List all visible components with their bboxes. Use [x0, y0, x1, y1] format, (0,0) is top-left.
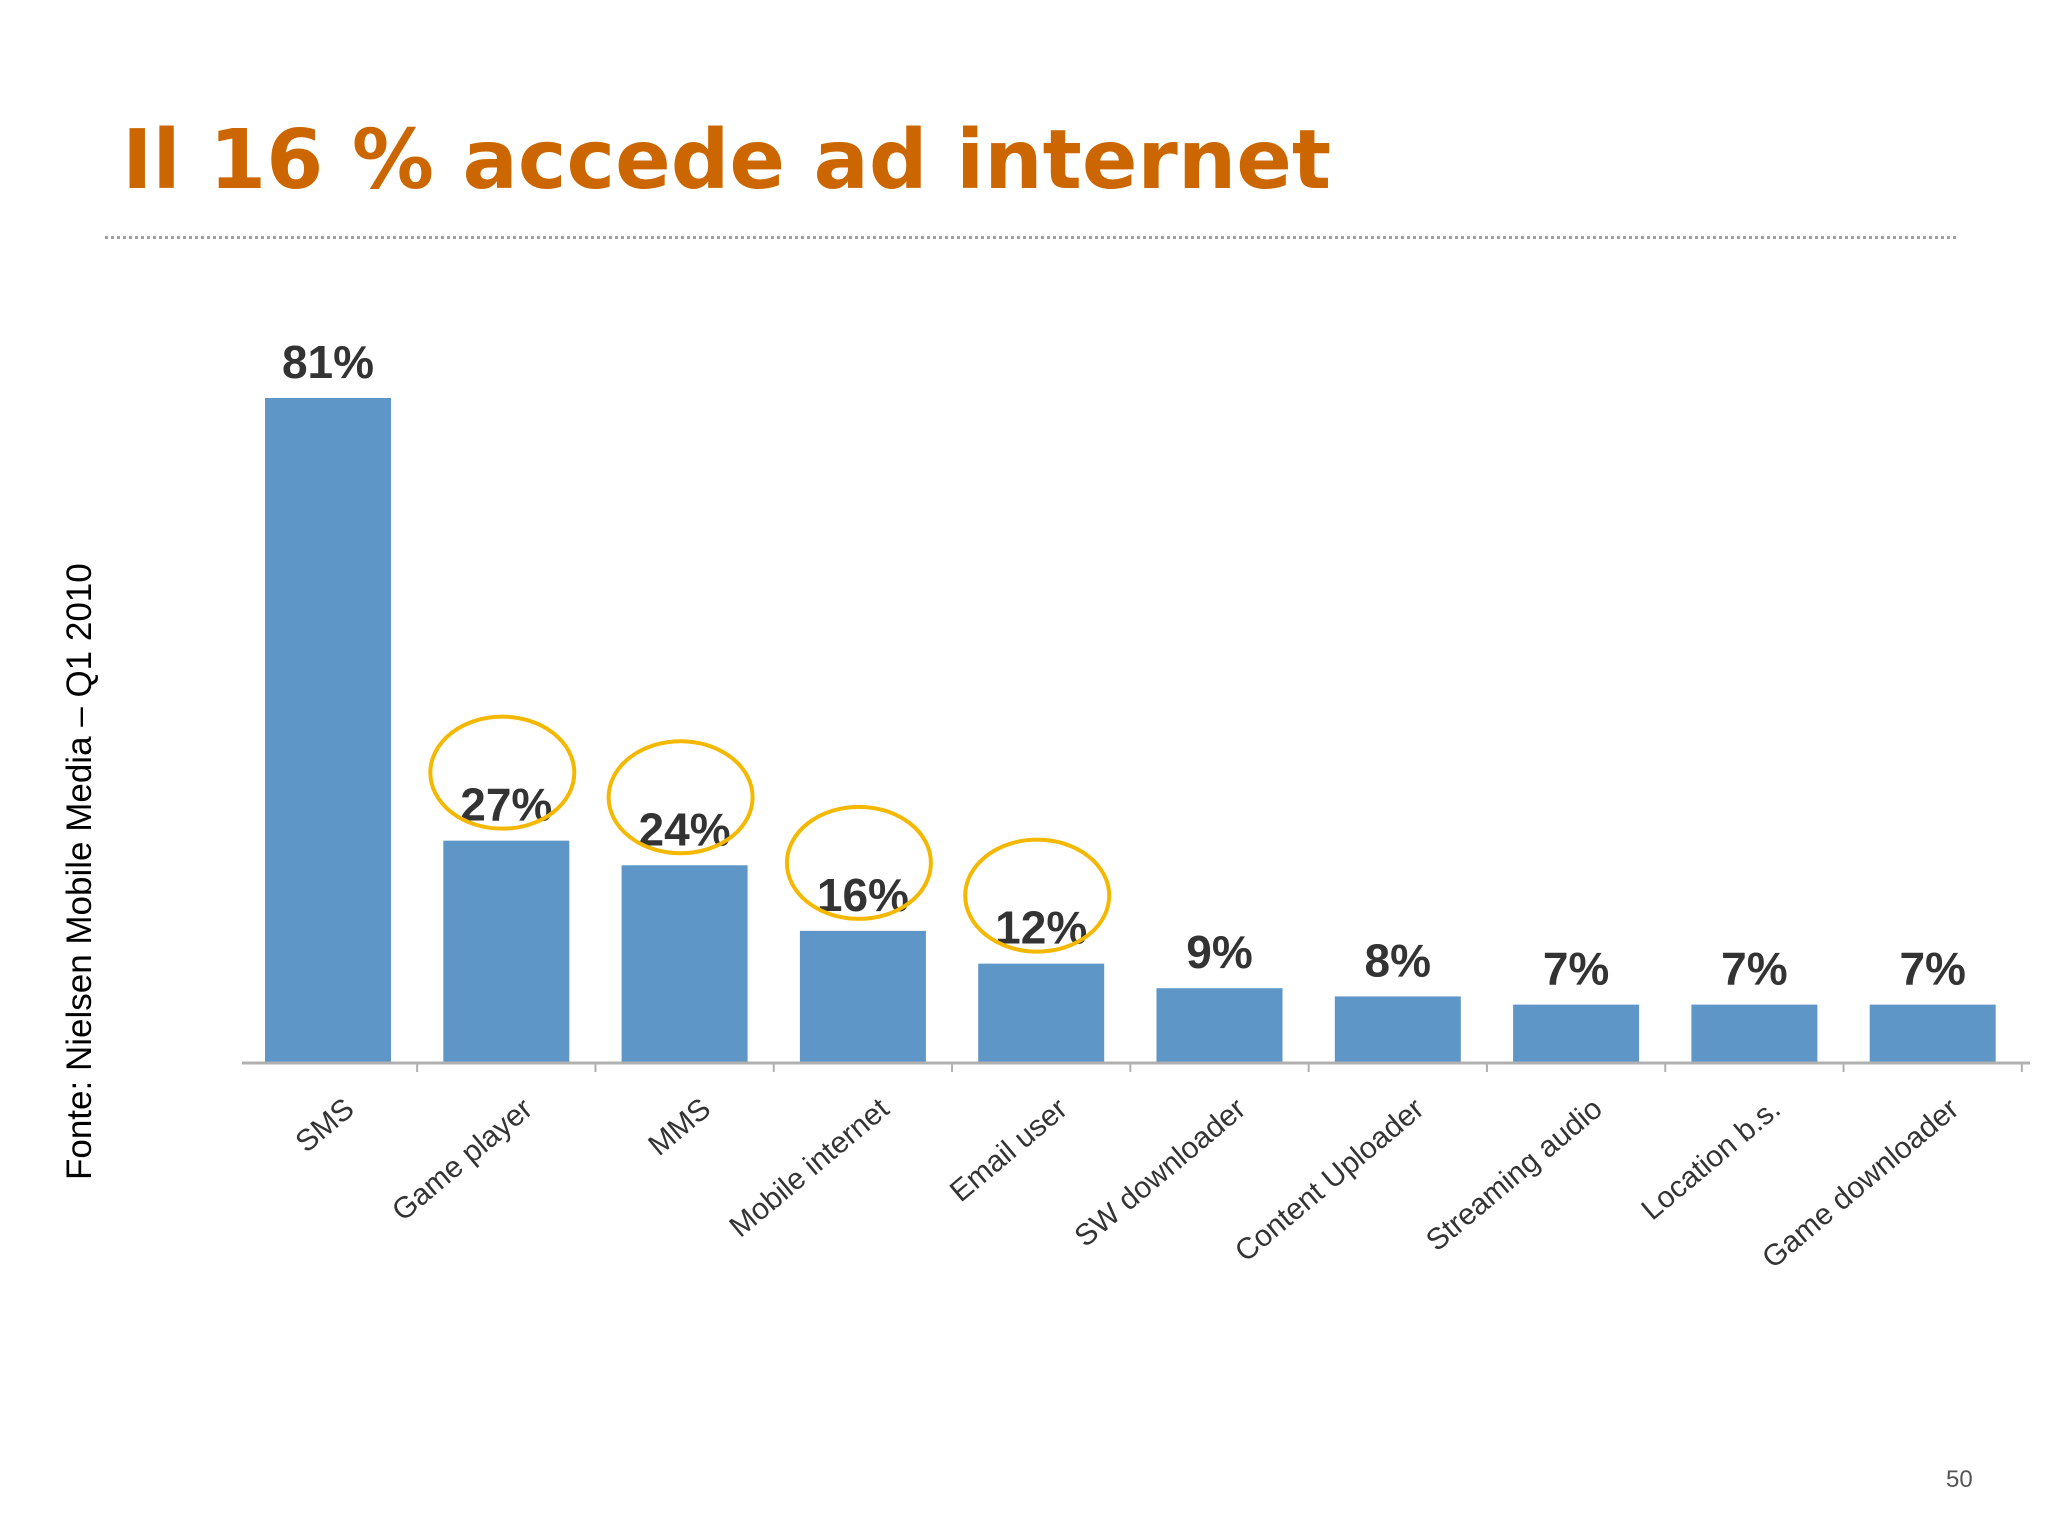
value-label: 7% — [1899, 943, 1965, 995]
value-label: 7% — [1721, 943, 1787, 995]
highlight-circle — [428, 714, 577, 831]
category-label: Email user — [944, 1092, 1074, 1208]
bars-layer — [265, 398, 1996, 1062]
category-label: Game player — [386, 1092, 539, 1228]
bar-content-uploader — [1334, 996, 1461, 1062]
bar-location-b-s — [1691, 1004, 1818, 1062]
category-label: Game downloader — [1756, 1092, 1965, 1275]
title-divider — [105, 236, 1956, 239]
bar-sw-downloader — [1156, 988, 1283, 1062]
highlight-circle — [784, 804, 933, 921]
bar-sms — [265, 398, 391, 1062]
bar-mms — [621, 865, 748, 1062]
category-label: SMS — [289, 1092, 360, 1159]
value-label: 8% — [1365, 934, 1431, 986]
bar-mobile-internet — [799, 930, 926, 1062]
highlight-circle — [606, 739, 755, 856]
bar-email-user — [978, 963, 1105, 1062]
category-label: SW downloader — [1069, 1092, 1252, 1253]
highlight-circle — [963, 837, 1112, 954]
category-label: Content Uploader — [1229, 1092, 1430, 1268]
value-label: 81% — [282, 336, 374, 388]
category-label: Streaming audio — [1420, 1092, 1609, 1258]
axis-layer — [242, 1061, 2030, 1072]
category-labels-layer: SMS Game player MMS Mobile internet Email us… — [289, 1092, 1965, 1275]
category-label: Location b.s. — [1635, 1092, 1787, 1227]
bar-game-player — [443, 840, 570, 1062]
category-label: Mobile internet — [723, 1092, 895, 1244]
bar-streaming-audio — [1513, 1004, 1640, 1062]
value-label: 9% — [1186, 926, 1252, 978]
value-label: 7% — [1543, 943, 1609, 995]
slide-title: Il 16 % accede ad internet — [122, 113, 1332, 208]
bar-game-downloader — [1869, 1004, 1996, 1062]
page-number: 50 — [1946, 1466, 1973, 1493]
highlights-layer — [428, 714, 1112, 954]
category-label: MMS — [642, 1092, 717, 1162]
